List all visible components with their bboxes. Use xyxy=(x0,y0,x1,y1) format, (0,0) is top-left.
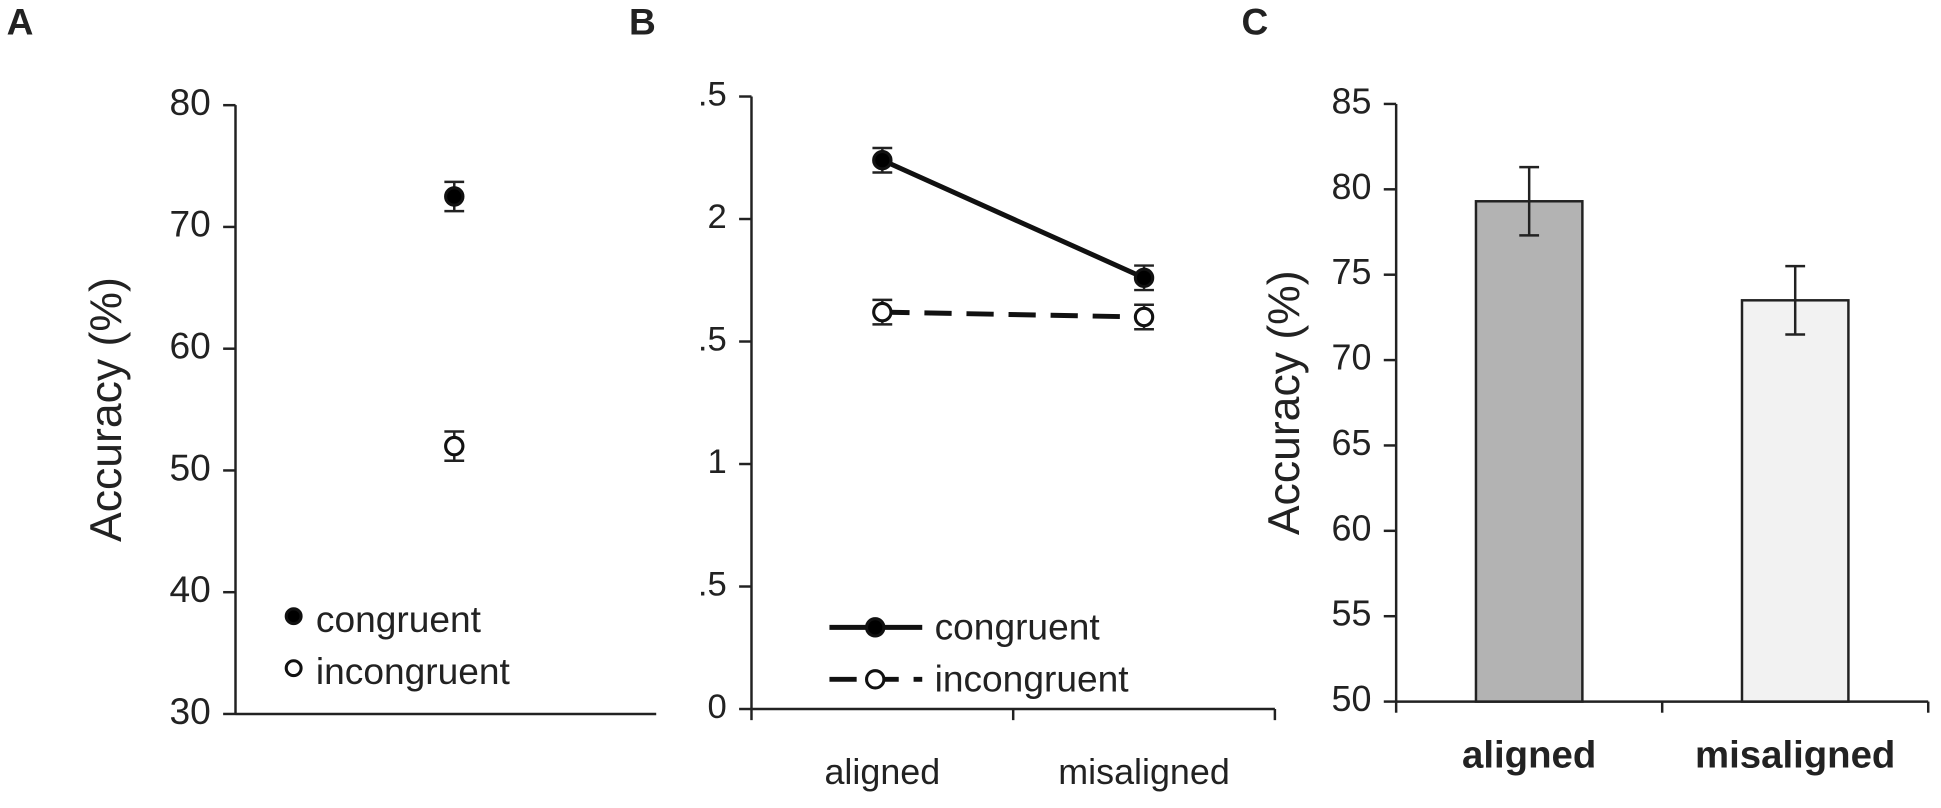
y-tick-label: 75 xyxy=(1332,252,1372,292)
y-tick-label: 50 xyxy=(169,446,210,488)
marker xyxy=(1133,267,1155,289)
line xyxy=(881,157,1146,281)
legend-marker xyxy=(865,669,886,690)
error-bar xyxy=(1785,264,1806,336)
y-tick-label: 40 xyxy=(169,568,210,610)
bar xyxy=(1474,200,1584,703)
y-tick-label: 60 xyxy=(169,325,210,367)
panel-label: B xyxy=(629,1,656,43)
bar xyxy=(1740,299,1850,703)
legend-label: incongruent xyxy=(316,650,511,692)
marker xyxy=(444,186,465,207)
y-tick-label: .5 xyxy=(698,321,727,359)
y-tick-label: 70 xyxy=(169,203,210,245)
panel-label: A xyxy=(7,1,34,43)
y-tick-label: 30 xyxy=(169,690,210,732)
legend-marker xyxy=(284,659,303,678)
marker xyxy=(444,435,465,457)
x-tick-label: aligned xyxy=(1462,733,1596,776)
legend-label: congruent xyxy=(935,606,1101,648)
y-tick-label: 65 xyxy=(1332,423,1372,463)
y-tick-label: 55 xyxy=(1332,594,1372,634)
y-axis-label: Accuracy (%) xyxy=(82,277,131,542)
legend-label: incongruent xyxy=(935,658,1130,700)
panel-label: C xyxy=(1241,1,1268,43)
x-tick-label: misaligned xyxy=(1695,733,1895,776)
error-bar xyxy=(1519,165,1540,237)
y-tick-label: 60 xyxy=(1332,508,1372,548)
y-tick-label: 1 xyxy=(707,443,726,481)
x-tick-label: aligned xyxy=(824,752,940,792)
marker xyxy=(872,150,893,171)
y-tick-label: 70 xyxy=(1332,338,1372,378)
legend-marker xyxy=(284,607,303,626)
marker xyxy=(1133,306,1155,328)
y-tick-label: 80 xyxy=(169,81,210,123)
line xyxy=(882,309,1145,320)
legend-label: congruent xyxy=(316,598,482,640)
y-tick-label: 0 xyxy=(707,688,726,726)
y-tick-label: .5 xyxy=(698,76,727,114)
marker xyxy=(872,301,893,323)
y-tick-label: 85 xyxy=(1332,81,1372,121)
y-tick-label: 2 xyxy=(707,198,726,236)
y-tick-label: 50 xyxy=(1332,679,1372,719)
y-tick-label: 80 xyxy=(1332,167,1372,207)
y-axis-label: Accuracy (%) xyxy=(1260,270,1309,535)
y-tick-label: .5 xyxy=(698,566,727,604)
legend-marker xyxy=(865,617,886,638)
x-tick-label: misaligned xyxy=(1058,752,1230,792)
